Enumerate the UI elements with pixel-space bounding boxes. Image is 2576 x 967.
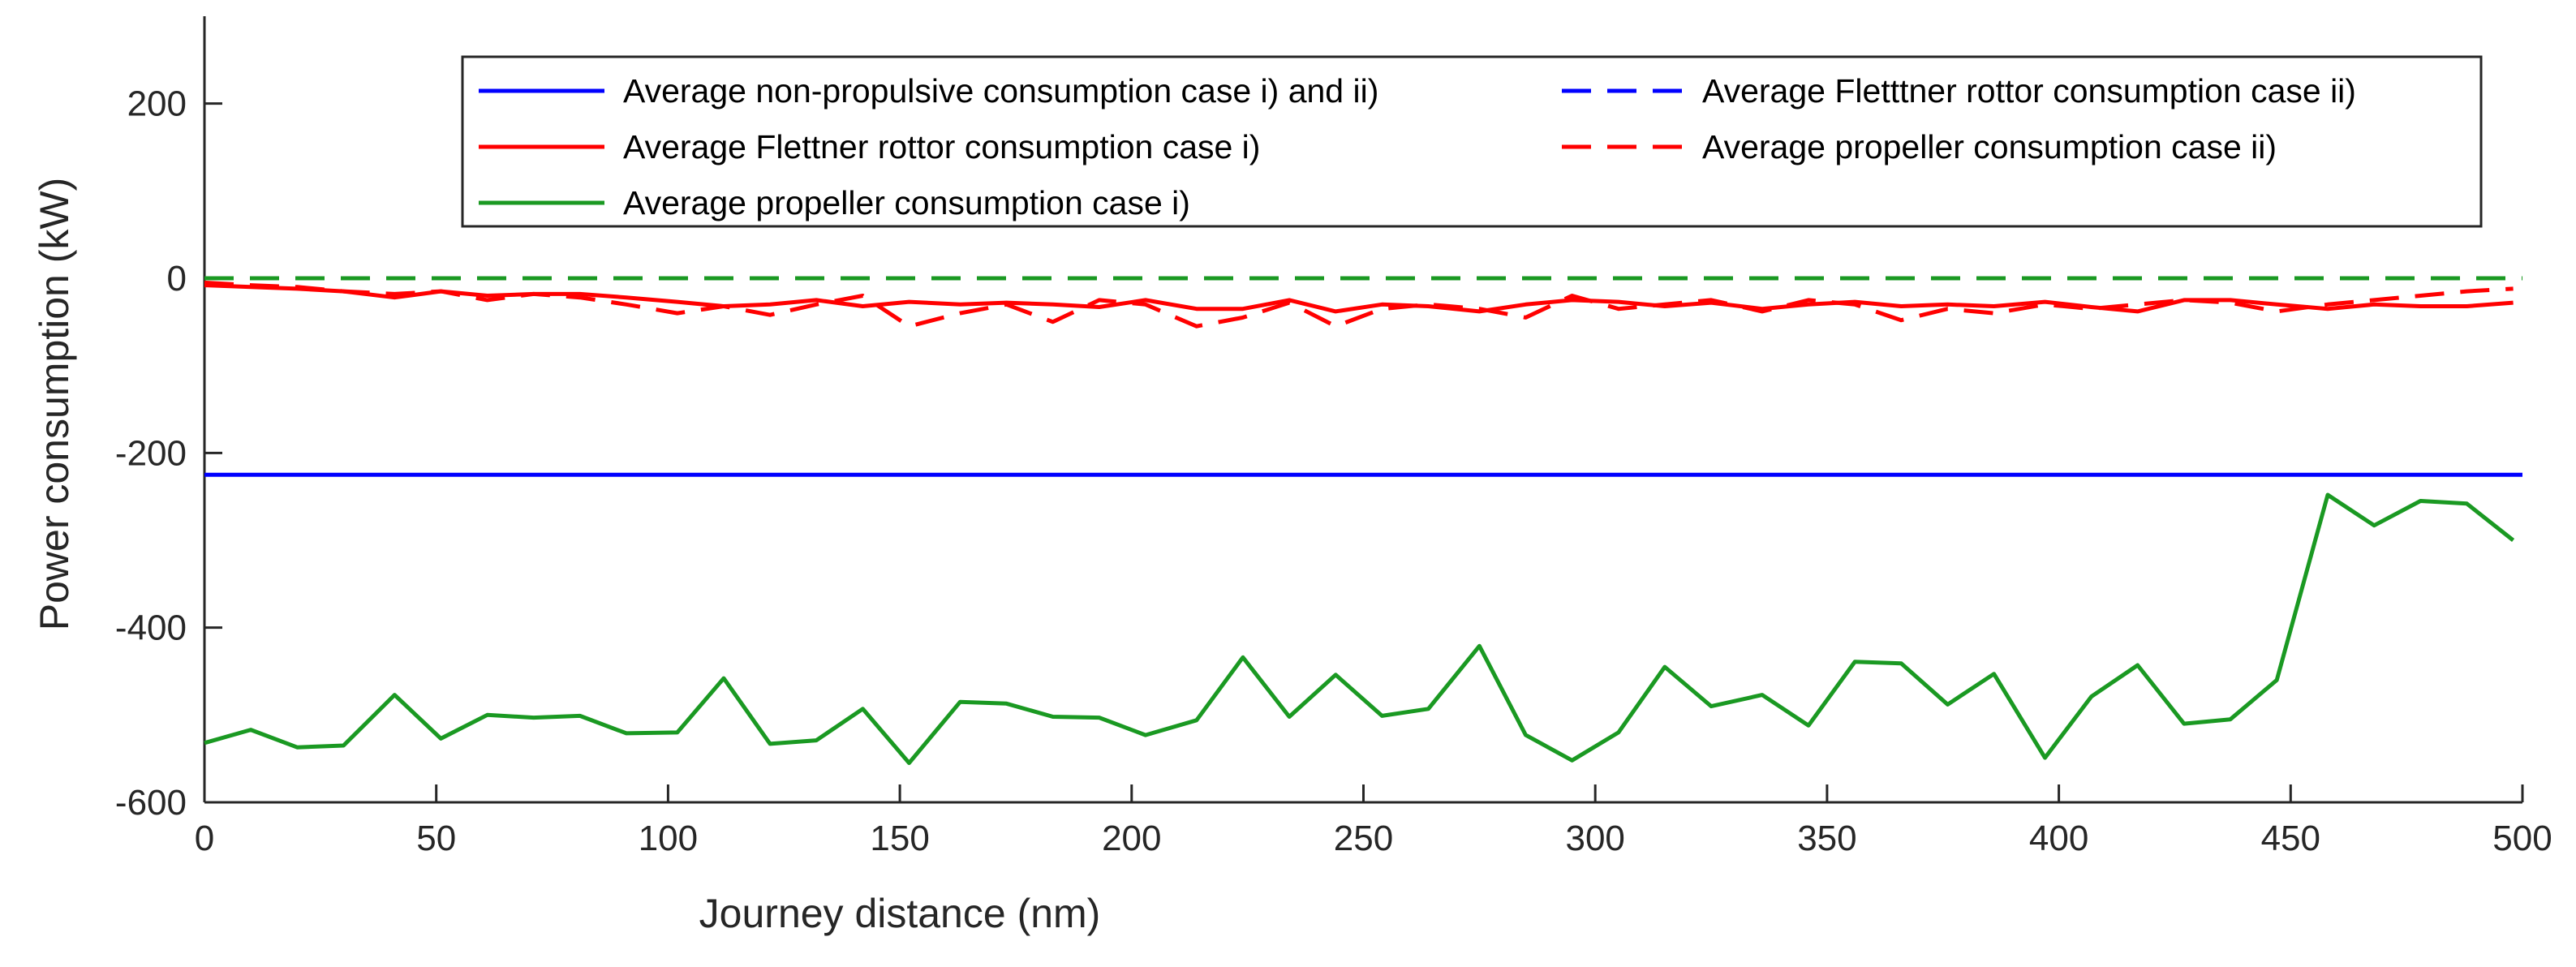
x-tick-label: 500 [2492,819,2552,858]
y-tick-label: -600 [115,783,187,823]
x-tick-label: 450 [2261,819,2320,858]
x-tick-label: 300 [1565,819,1624,858]
x-tick-label: 0 [195,819,214,858]
x-tick-label: 400 [2029,819,2088,858]
x-tick-label: 100 [639,819,698,858]
x-tick-label: 150 [870,819,929,858]
x-tick-label: 350 [1797,819,1856,858]
legend-entry-label: Average propeller consumption case ii) [1702,128,2277,165]
legend-entry-label: Average Fletttner rottor consumption cas… [1702,72,2356,110]
y-tick-label: 200 [127,84,187,124]
x-axis-label: Journey distance (nm) [699,891,1101,936]
series-line-4 [204,280,2514,329]
x-tick-label: 50 [416,819,456,858]
legend-entry-label: Average non-propulsive consumption case … [623,72,1378,110]
legend-entry-label: Average propeller consumption case i) [623,184,1190,221]
series-lines [204,276,2522,765]
series-line-1 [204,283,2514,314]
axes: 0 50 100 150 200 250 300 350 400 450 500 -600 -400 -2… [115,16,2552,858]
y-tick-label: 0 [167,259,187,299]
legend-box [461,55,2483,228]
y-tick-label: -200 [115,433,187,473]
x-tick-label: 200 [1102,819,1161,858]
x-tick-label: 250 [1334,819,1393,858]
y-tick-label: -400 [115,608,187,648]
legend: Average non-propulsive consumption case … [461,55,2483,228]
series-line-2 [204,492,2515,765]
y-axis-label: Power consumption (kW) [32,178,77,631]
legend-entry-label: Average Flettner rottor consumption case… [623,128,1260,165]
